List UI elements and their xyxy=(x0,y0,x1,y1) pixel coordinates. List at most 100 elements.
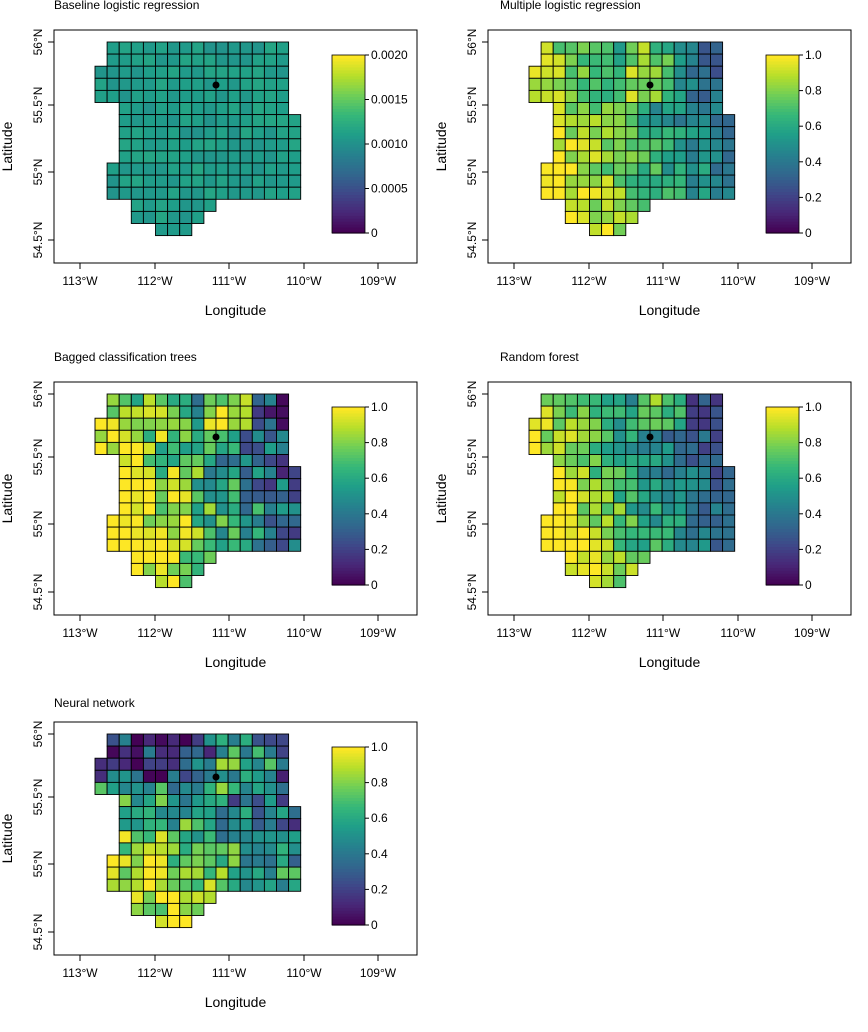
grid-cell xyxy=(661,441,675,455)
colorbar-segment xyxy=(332,573,365,577)
grid-cell xyxy=(649,526,663,540)
grid-cell xyxy=(191,454,205,468)
colorbar-segment xyxy=(766,227,799,231)
grid-cell xyxy=(673,454,687,468)
grid-cell xyxy=(263,769,277,783)
grid-cell xyxy=(661,150,675,164)
grid-cell xyxy=(589,575,603,589)
colorbar-segment xyxy=(766,540,799,545)
grid-cell xyxy=(203,878,217,892)
grid-cell xyxy=(142,429,156,443)
colorbar-segment xyxy=(766,525,799,530)
grid-cell xyxy=(637,454,651,468)
grid-cell xyxy=(722,502,736,516)
colorbar-segment xyxy=(332,442,365,447)
grid-cell xyxy=(649,514,663,528)
colorbar-label: 0.6 xyxy=(805,119,822,133)
grid-cell xyxy=(263,77,277,91)
grid-cells xyxy=(528,41,736,237)
colorbar-segment xyxy=(332,463,365,467)
location-marker xyxy=(212,773,220,781)
grid-cell xyxy=(576,174,590,188)
grid-cell xyxy=(625,210,639,224)
grid-cell xyxy=(263,818,277,832)
grid-cell xyxy=(637,114,651,128)
grid-cell xyxy=(155,89,169,103)
grid-cell xyxy=(203,198,217,212)
grid-cell xyxy=(601,65,615,79)
grid-cell xyxy=(589,102,603,116)
location-marker xyxy=(646,433,654,441)
grid-cell xyxy=(263,526,277,540)
colorbar-segment xyxy=(332,69,365,74)
colorbar-segment xyxy=(332,407,365,411)
grid-cell xyxy=(276,429,290,443)
colorbar-segment xyxy=(766,451,799,456)
grid-cell xyxy=(227,794,241,808)
colorbar-segment xyxy=(332,487,365,491)
grid-cell xyxy=(637,441,651,455)
grid-cell xyxy=(251,114,265,128)
location-marker xyxy=(646,81,654,89)
grid-cell xyxy=(155,733,169,747)
colorbar-label: 0.6 xyxy=(371,471,388,485)
grid-cell xyxy=(263,538,277,552)
colorbar-segment xyxy=(332,78,365,83)
grid-cell xyxy=(167,794,181,808)
grid-cell xyxy=(722,478,736,492)
grid-cell xyxy=(288,866,302,880)
grid-cell xyxy=(613,198,627,212)
grid-cell xyxy=(613,478,627,492)
grid-cell xyxy=(142,842,156,856)
colorbar-segment xyxy=(766,60,799,65)
grid-cell xyxy=(564,502,578,516)
panel-title: Bagged classification trees xyxy=(54,350,197,364)
grid-cell xyxy=(613,526,627,540)
colorbar-segment xyxy=(332,546,365,550)
grid-cell xyxy=(263,794,277,808)
colorbar-segment xyxy=(332,418,365,423)
colorbar-segment xyxy=(332,800,365,804)
colorbar-label: 0 xyxy=(805,578,812,592)
grid-cell xyxy=(179,102,193,116)
map-multiple-logistic: Multiple logistic regression 113°W 112°W… xyxy=(433,0,852,318)
colorbar-segment xyxy=(332,218,365,222)
colorbar-label: 0.0020 xyxy=(371,48,408,62)
grid-cell xyxy=(239,41,253,55)
grid-cell xyxy=(661,126,675,140)
colorbar-segment xyxy=(766,224,799,228)
grid-cell xyxy=(239,429,253,443)
grid-cell xyxy=(179,138,193,152)
grid-cell xyxy=(613,429,627,443)
grid-cell xyxy=(661,162,675,176)
grid-cell xyxy=(685,526,699,540)
grid-cell xyxy=(106,174,120,188)
grid-cell xyxy=(167,902,181,916)
grid-cell xyxy=(673,417,687,431)
colorbar-segment xyxy=(766,567,799,571)
grid-cell xyxy=(191,162,205,176)
grid-cell xyxy=(661,186,675,200)
grid-cell xyxy=(118,114,132,128)
colorbar-segment xyxy=(766,117,799,121)
x-tick: 111°W xyxy=(212,274,247,288)
grid-cell xyxy=(191,65,205,79)
grid-cell xyxy=(106,429,120,443)
grid-cell xyxy=(564,114,578,128)
x-tick: 110°W xyxy=(286,274,322,288)
grid-cell xyxy=(576,466,590,480)
y-tick: 56°N xyxy=(31,721,45,748)
plot-frame xyxy=(48,381,418,621)
grid-cell xyxy=(564,162,578,176)
grid-cell xyxy=(263,186,277,200)
grid-cell xyxy=(142,65,156,79)
grid-cell xyxy=(142,490,156,504)
y-tick: 55°N xyxy=(31,511,45,538)
grid-cell xyxy=(106,405,120,419)
grid-cell xyxy=(130,89,144,103)
grid-cell xyxy=(155,769,169,783)
grid-cell xyxy=(589,114,603,128)
grid-cell xyxy=(191,393,205,407)
x-tick: 110°W xyxy=(286,966,322,980)
grid-cell xyxy=(251,102,265,116)
